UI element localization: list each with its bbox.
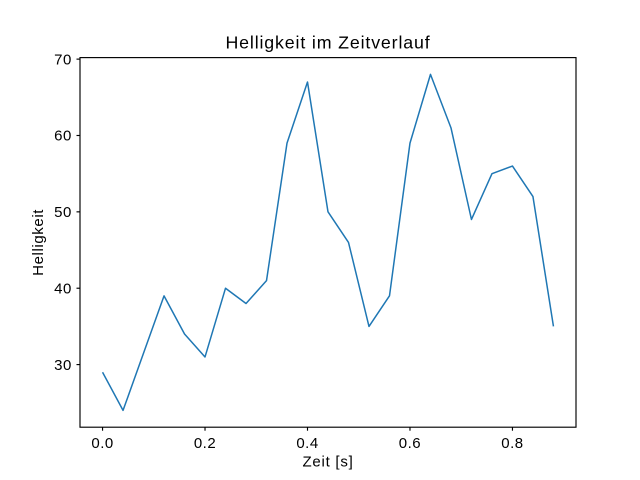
svg-text:0.2: 0.2 — [194, 435, 216, 452]
svg-text:Helligkeit im Zeitverlauf: Helligkeit im Zeitverlauf — [225, 32, 430, 52]
svg-text:60: 60 — [54, 128, 72, 145]
svg-text:30: 30 — [54, 357, 72, 374]
svg-text:40: 40 — [54, 280, 72, 297]
svg-text:0.4: 0.4 — [296, 435, 318, 452]
svg-text:0.6: 0.6 — [399, 435, 421, 452]
svg-text:Zeit [s]: Zeit [s] — [302, 453, 353, 470]
svg-text:50: 50 — [54, 204, 72, 221]
svg-text:0.8: 0.8 — [501, 435, 523, 452]
svg-text:Helligkeit: Helligkeit — [30, 209, 47, 276]
svg-text:0.0: 0.0 — [91, 435, 113, 452]
svg-text:70: 70 — [54, 51, 72, 68]
